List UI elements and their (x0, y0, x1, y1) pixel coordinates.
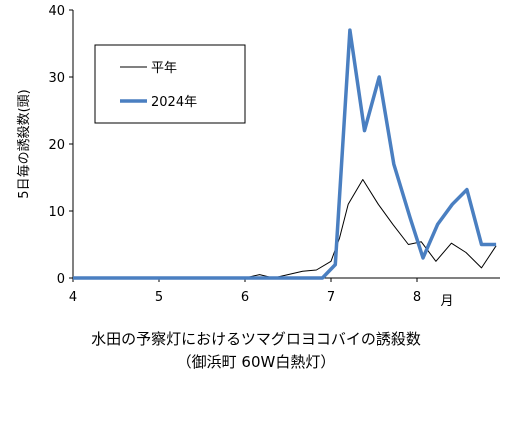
x-tick-label: 6 (241, 290, 249, 305)
y-tick-label: 0 (57, 272, 65, 287)
y-axis-label: 5日毎の誘殺数(頭) (16, 89, 32, 198)
legend-label-平年: 平年 (151, 61, 177, 76)
series-line-1 (73, 28, 497, 280)
x-tick-label: 8 (413, 290, 421, 305)
legend-label-2024: 2024年 (151, 95, 197, 110)
y-tick-label: 20 (48, 138, 65, 153)
x-tick-label: 4 (69, 290, 77, 305)
legend: 平年 2024年 (94, 44, 246, 124)
chart-subtitle: （御浜町 60W白熱灯） (176, 353, 336, 371)
x-tick-label: 5 (155, 290, 163, 305)
x-tick-labels: 4 5 6 7 8 (69, 278, 421, 305)
x-tick-label: 7 (327, 290, 335, 305)
series-line-0 (73, 179, 497, 279)
chart-title: 水田の予察灯におけるツマグロヨコバイの誘殺数 (91, 330, 421, 348)
legend-box (94, 44, 246, 124)
y-tick-label: 10 (48, 205, 65, 220)
x-axis-label: 月 (440, 294, 453, 309)
y-tick-label: 30 (48, 71, 65, 86)
y-tick-label: 40 (48, 4, 65, 19)
y-tick-labels: 0 10 20 30 40 (48, 4, 73, 287)
series-layer (73, 28, 497, 280)
